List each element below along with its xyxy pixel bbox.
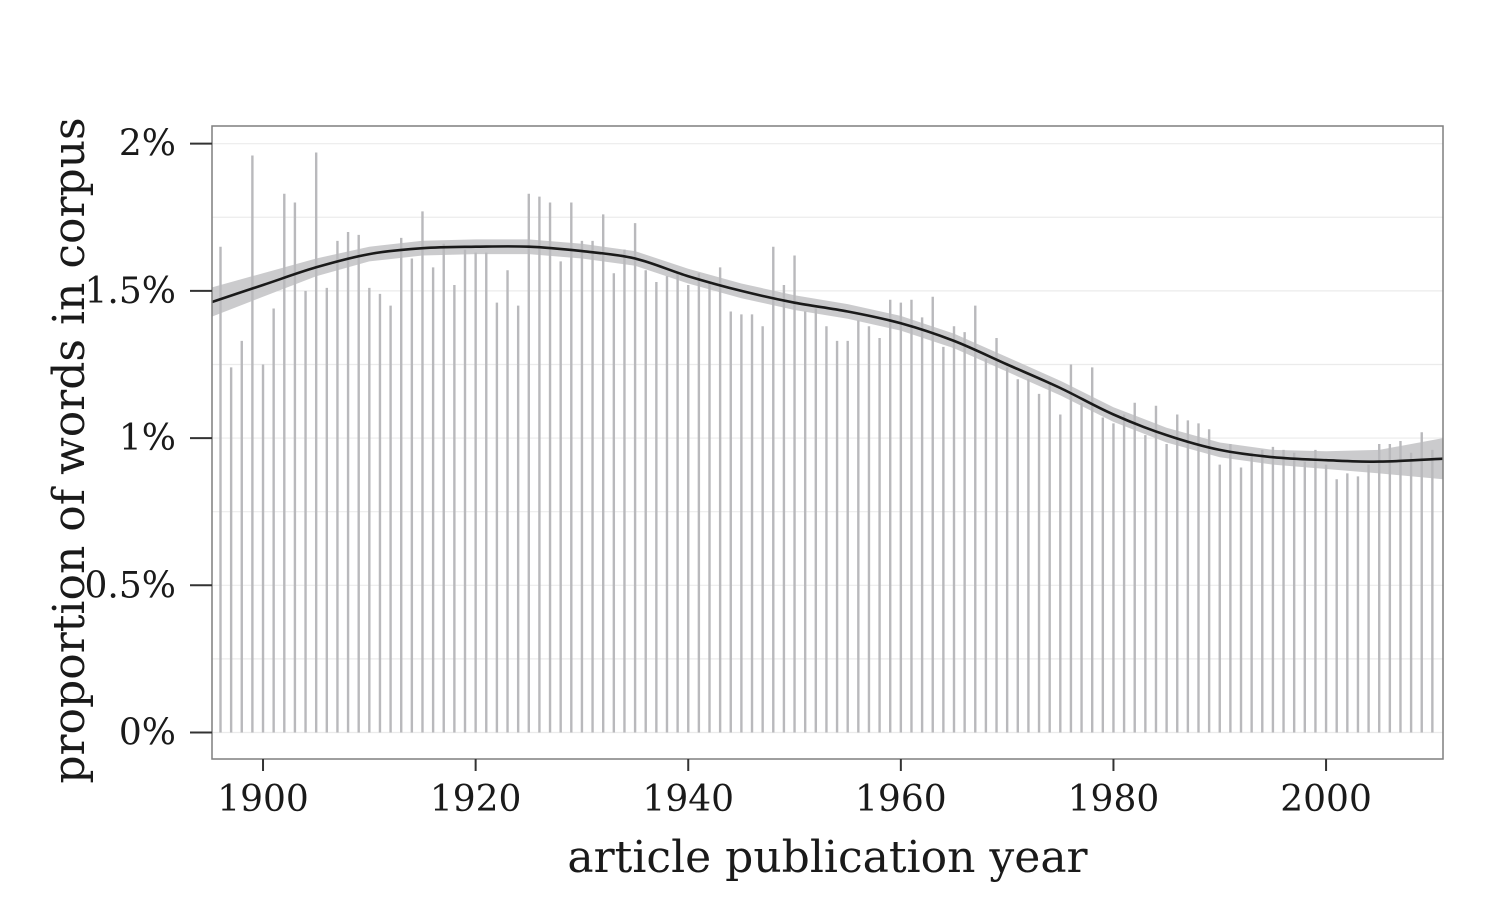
y-tick-label: 0% [119, 713, 176, 754]
y-tick-label: 1% [119, 418, 176, 459]
x-tick-label: 2000 [1280, 779, 1372, 820]
x-axis-title: article publication year [567, 832, 1088, 883]
x-tick-label: 1940 [642, 779, 734, 820]
y-tick-label: 1.5% [85, 271, 176, 312]
y-axis: 0% 0.5% 1% 1.5% 2% [85, 124, 212, 754]
x-tick-label: 1900 [217, 779, 309, 820]
y-tick-label: 0.5% [85, 565, 176, 606]
x-tick-label: 1920 [430, 779, 522, 820]
trend-line-group [212, 245, 1443, 463]
x-tick-label: 1980 [1068, 779, 1160, 820]
trend-line [212, 245, 1443, 463]
y-axis-title: proportion of words in corpus [44, 117, 95, 783]
x-tick-label: 1960 [855, 779, 947, 820]
bars-group [219, 152, 1434, 733]
x-axis: 1900 1920 1940 1960 1980 2000 [217, 759, 1372, 820]
y-tick-label: 2% [119, 124, 176, 165]
plot-frame [211, 125, 1444, 760]
